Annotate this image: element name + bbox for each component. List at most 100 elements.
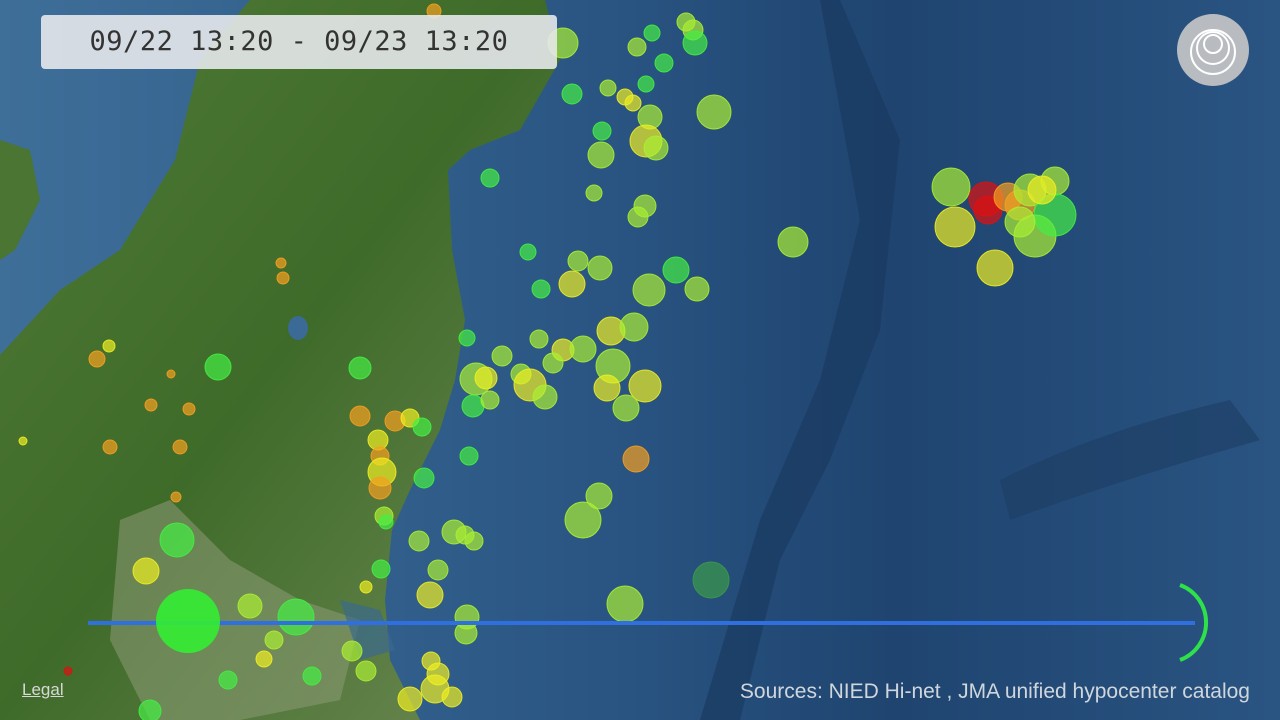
earthquake-marker	[416, 581, 444, 609]
progress-arc	[1179, 583, 1208, 662]
earthquake-marker	[592, 121, 612, 141]
earthquake-marker	[696, 94, 732, 130]
earthquake-marker	[532, 384, 558, 410]
earthquake-marker	[599, 79, 617, 97]
seamount	[1000, 400, 1260, 520]
earthquake-marker	[413, 467, 435, 489]
earthquake-marker	[63, 666, 73, 676]
trench	[700, 0, 900, 720]
earthquake-marker	[170, 491, 182, 503]
earthquake-marker	[777, 226, 809, 258]
earthquake-markers	[18, 3, 1077, 720]
earthquake-marker	[561, 83, 583, 105]
earthquake-marker	[255, 650, 273, 668]
earthquake-marker	[593, 374, 621, 402]
earthquake-marker	[276, 271, 290, 285]
earthquake-marker	[531, 279, 551, 299]
earthquake-marker	[458, 329, 476, 347]
logo-ring	[1196, 31, 1230, 65]
earthquake-marker	[474, 366, 498, 390]
earthquake-marker	[88, 350, 106, 368]
earthquake-marker	[612, 394, 640, 422]
earthquake-marker	[491, 345, 513, 367]
earthquake-marker	[627, 206, 649, 228]
earthquake-marker	[567, 250, 589, 272]
earthquake-marker	[218, 670, 238, 690]
earthquake-marker	[427, 559, 449, 581]
earthquake-marker	[132, 557, 160, 585]
earthquake-marker	[480, 168, 500, 188]
earthquake-marker	[349, 405, 371, 427]
earthquake-marker	[619, 312, 649, 342]
earthquake-marker	[976, 249, 1014, 287]
earthquake-marker	[166, 369, 176, 379]
earthquake-marker	[348, 356, 372, 380]
earthquake-marker	[662, 256, 690, 284]
earthquake-marker	[643, 24, 661, 42]
earthquake-marker	[624, 94, 642, 112]
earthquake-marker	[368, 476, 392, 500]
logo-ring	[1203, 34, 1223, 54]
logo-ring	[1190, 29, 1236, 75]
lake	[288, 316, 308, 340]
earthquake-marker	[144, 398, 158, 412]
earthquake-marker	[237, 593, 263, 619]
earthquake-marker	[18, 436, 28, 446]
earthquake-marker	[182, 402, 196, 416]
earthquake-marker	[408, 530, 430, 552]
earthquake-marker	[264, 630, 284, 650]
earthquake-marker	[102, 439, 118, 455]
earthquake-marker	[275, 257, 287, 269]
earthquake-marker	[542, 352, 564, 374]
earthquake-marker	[643, 135, 669, 161]
earthquake-marker	[378, 514, 394, 530]
earthquake-marker	[587, 141, 615, 169]
time-range-box: 09/22 13:20 - 09/23 13:20	[41, 15, 557, 69]
earthquake-marker	[371, 559, 391, 579]
earthquake-marker	[302, 666, 322, 686]
earthquake-marker	[519, 243, 537, 261]
earthquake-marker	[138, 699, 162, 720]
earthquake-marker	[682, 30, 708, 56]
earthquake-marker	[587, 255, 613, 281]
earthquake-marker	[355, 660, 377, 682]
earthquake-marker	[341, 640, 363, 662]
earthquake-marker	[627, 37, 647, 57]
sources-credit: Sources: NIED Hi-net , JMA unified hypoc…	[739, 680, 1250, 703]
earthquake-marker	[606, 585, 644, 623]
earthquake-marker	[585, 184, 603, 202]
logo-button[interactable]	[1177, 14, 1249, 86]
legal-link[interactable]: Legal	[22, 680, 64, 699]
time-range: 09/22 13:20 - 09/23 13:20	[89, 26, 509, 57]
earthquake-marker	[637, 75, 655, 93]
earthquake-marker	[558, 270, 586, 298]
earthquake-marker	[529, 329, 549, 349]
earthquake-marker	[622, 445, 650, 473]
earthquake-marker	[569, 335, 597, 363]
earthquake-marker	[464, 531, 484, 551]
earthquake-marker	[934, 206, 976, 248]
earthquake-marker	[564, 501, 602, 539]
earthquake-marker	[159, 522, 195, 558]
earthquake-marker	[412, 417, 432, 437]
earthquake-marker	[204, 353, 232, 381]
earthquake-marker	[1004, 206, 1036, 238]
earthquake-marker	[397, 686, 423, 712]
earthquake-marker	[628, 369, 662, 403]
earthquake-marker	[459, 446, 479, 466]
lake	[340, 600, 395, 660]
earthquake-marker	[359, 580, 373, 594]
earthquake-marker	[102, 339, 116, 353]
earthquake-marker	[454, 621, 478, 645]
earthquake-marker	[654, 53, 674, 73]
earthquake-marker	[632, 273, 666, 307]
earthquake-marker	[1027, 175, 1057, 205]
earthquake-marker	[585, 482, 613, 510]
earthquake-marker	[441, 686, 463, 708]
earthquake-marker	[684, 276, 710, 302]
earthquake-marker	[931, 167, 971, 207]
peninsula	[0, 140, 40, 260]
timeline-marker	[156, 589, 220, 653]
